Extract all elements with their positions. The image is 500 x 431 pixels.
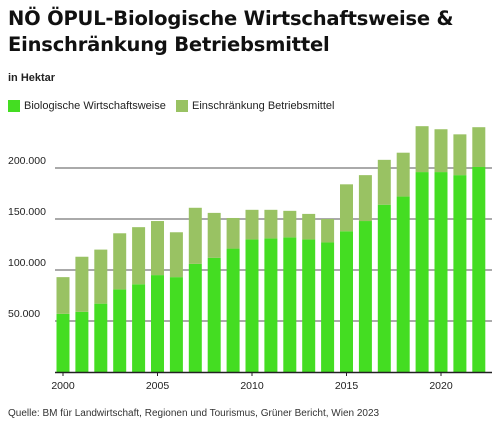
bar-einschraenkung xyxy=(132,227,146,285)
bar-einschraenkung xyxy=(396,152,410,197)
legend-label-bio: Biologische Wirtschaftsweise xyxy=(24,100,166,112)
bar-bio xyxy=(302,239,316,372)
bar-einschraenkung xyxy=(321,219,335,243)
bar-einschraenkung xyxy=(188,207,202,264)
bar-einschraenkung xyxy=(415,126,429,173)
source-note: Quelle: BM für Landwirtschaft, Regionen … xyxy=(8,408,380,419)
bar-bio xyxy=(207,257,221,372)
bar-bio xyxy=(132,284,146,372)
bar-einschraenkung xyxy=(226,217,240,249)
bar-bio xyxy=(453,175,467,372)
bar-einschraenkung xyxy=(377,159,391,205)
x-tick-label: 2010 xyxy=(240,380,264,392)
bar-bio xyxy=(94,303,108,372)
bar-bio xyxy=(75,311,89,372)
bar-bio xyxy=(415,172,429,372)
legend-swatch-bio xyxy=(8,100,20,112)
bar-einschraenkung xyxy=(434,129,448,173)
bar-bio xyxy=(226,248,240,372)
x-tick-label: 2000 xyxy=(51,380,75,392)
bar-bio xyxy=(434,172,448,372)
bar-bio xyxy=(56,313,70,372)
legend-item-bio: Biologische Wirtschaftsweise xyxy=(8,100,166,112)
y-unit-label: in Hektar xyxy=(8,72,56,84)
bar-einschraenkung xyxy=(94,249,108,304)
bar-einschraenkung xyxy=(169,232,183,278)
bar-einschraenkung xyxy=(283,210,297,238)
bar-einschraenkung xyxy=(302,213,316,240)
legend-label-einschraenkung: Einschränkung Betriebsmittel xyxy=(192,100,335,112)
x-tick-label: 2020 xyxy=(429,380,453,392)
bar-bio xyxy=(113,289,127,372)
bar-bio xyxy=(396,196,410,372)
bar-bio xyxy=(245,239,259,372)
bar-bio xyxy=(264,238,278,372)
bar-bio xyxy=(321,242,335,372)
bar-einschraenkung xyxy=(245,209,259,240)
x-tick-label: 2005 xyxy=(146,380,170,392)
y-tick-label: 200.000 xyxy=(8,155,46,167)
chart-title: NÖ ÖPUL-Biologische Wirtschaftsweise & E… xyxy=(8,7,454,56)
bar-bio xyxy=(283,237,297,372)
bar-bio xyxy=(151,275,164,372)
legend-item-einschraenkung: Einschränkung Betriebsmittel xyxy=(176,100,334,112)
bar-einschraenkung xyxy=(113,233,127,290)
bar-einschraenkung xyxy=(340,184,353,232)
bar-bio xyxy=(340,231,353,372)
x-tick-label: 2015 xyxy=(335,380,359,392)
bar-bio xyxy=(188,263,202,372)
bar-bio xyxy=(377,204,391,372)
y-tick-label: 150.000 xyxy=(8,206,46,218)
legend-swatch-einschraenkung xyxy=(176,100,188,112)
bar-einschraenkung xyxy=(453,134,467,176)
bar-einschraenkung xyxy=(75,256,89,312)
bar-einschraenkung xyxy=(151,221,164,276)
y-tick-label: 100.000 xyxy=(8,257,46,269)
bar-bio xyxy=(169,277,183,372)
bar-bio xyxy=(472,166,486,372)
bar-einschraenkung xyxy=(472,127,486,167)
bar-einschraenkung xyxy=(56,277,70,314)
bar-bio xyxy=(358,221,372,372)
y-tick-label: 50.000 xyxy=(8,308,40,320)
bar-einschraenkung xyxy=(358,175,372,222)
bar-einschraenkung xyxy=(264,209,278,239)
bar-einschraenkung xyxy=(207,212,221,258)
